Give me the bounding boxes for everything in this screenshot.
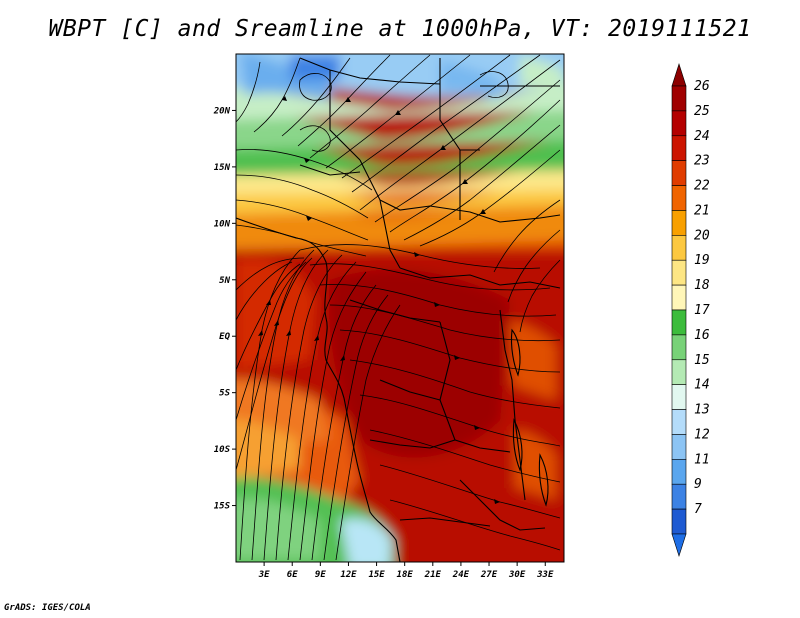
lat-tick-label: 10N — [214, 219, 231, 229]
colorbar-label: 25 — [694, 104, 710, 119]
colorbar-swatch — [671, 110, 687, 137]
colorbar-swatch — [671, 309, 687, 336]
lon-tick-label: 3E — [258, 570, 270, 580]
colorbar-swatch — [671, 359, 687, 385]
colorbar-label: 26 — [694, 79, 710, 94]
colorbar-swatch — [671, 384, 687, 410]
lon-tick-label: 18E — [397, 570, 414, 580]
colorbar-swatch — [671, 459, 687, 485]
lon-tick-label: 9E — [315, 570, 326, 580]
colorbar-bottom-arrow — [671, 533, 687, 557]
colorbar-label: 12 — [694, 427, 710, 442]
colorbar-swatch — [671, 508, 687, 535]
colorbar-label: 7 — [694, 502, 702, 517]
colorbar-label: 20 — [694, 228, 710, 243]
colorbar-swatch — [671, 135, 687, 161]
map-title: WBPT [C] and Sreamline at 1000hPa, VT: 2… — [48, 16, 752, 42]
colorbar-label: 17 — [694, 303, 710, 318]
colorbar-label: 14 — [694, 378, 710, 393]
colorbar-swatch — [671, 185, 687, 211]
lat-tick-label: 5S — [219, 389, 230, 399]
lon-tick-label: 33E — [536, 570, 554, 580]
lat-tick-label: 5N — [219, 276, 230, 286]
wbpt-field — [236, 54, 564, 562]
lon-tick-label: 30E — [508, 570, 526, 580]
colorbar-swatch — [671, 483, 687, 510]
colorbar-swatch — [671, 235, 687, 261]
colorbar-swatch — [671, 434, 687, 460]
lat-tick-label: 20N — [213, 106, 231, 116]
colorbar-label: 15 — [694, 353, 710, 368]
lat-tick-label: 15S — [214, 502, 231, 512]
colorbar: 26 25 24 23 22 21 20 19 18 17 16 15 14 13 12 11 9 7 — [671, 63, 710, 557]
lat-tick-label: EQ — [219, 332, 230, 342]
colorbar-label: 23 — [694, 154, 710, 169]
latitude-axis: 20N 15N 10N 5N EQ 5S 10S 15S — [213, 106, 236, 512]
colorbar-label: 22 — [694, 179, 710, 194]
colorbar-swatch — [671, 85, 687, 112]
colorbar-label: 24 — [694, 129, 710, 144]
grads-footer: GrADS: IGES/COLA — [4, 603, 91, 613]
colorbar-swatch — [671, 409, 687, 435]
colorbar-label: 21 — [694, 203, 710, 218]
colorbar-label: 13 — [694, 403, 710, 418]
lat-tick-label: 15N — [214, 163, 231, 173]
longitude-axis: 3E 6E 9E 12E 15E 18E 21E 24E 27E 30E 33E — [258, 562, 554, 580]
colorbar-swatch — [671, 259, 687, 286]
lat-tick-label: 10S — [214, 445, 231, 455]
streamlines — [236, 54, 561, 561]
lon-tick-label: 21E — [424, 570, 442, 580]
coastline-and-borders — [236, 57, 561, 562]
lon-tick-label: 15E — [368, 570, 385, 580]
colorbar-swatch — [671, 284, 687, 311]
colorbar-label: 11 — [694, 452, 710, 467]
colorbar-top-arrow — [671, 63, 687, 87]
lon-tick-label: 24E — [452, 570, 470, 580]
colorbar-label: 16 — [694, 328, 710, 343]
lon-tick-label: 12E — [340, 570, 357, 580]
colorbar-swatch — [671, 334, 687, 361]
plot-frame — [235, 53, 565, 563]
streamline-arrows — [258, 96, 500, 504]
colorbar-swatch — [671, 160, 687, 186]
colorbar-label: 9 — [694, 477, 702, 492]
lon-tick-label: 27E — [480, 570, 498, 580]
colorbar-label: 18 — [694, 278, 710, 293]
colorbar-label: 19 — [694, 253, 710, 268]
lon-tick-label: 6E — [287, 570, 298, 580]
colorbar-swatch — [671, 210, 687, 236]
